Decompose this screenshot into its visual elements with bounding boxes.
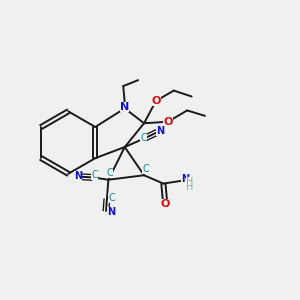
Text: H: H (186, 182, 194, 192)
Text: N: N (107, 207, 115, 217)
Text: H: H (186, 177, 194, 187)
Text: N: N (156, 126, 164, 136)
Text: C: C (142, 164, 149, 174)
Text: C: C (91, 170, 98, 180)
Text: N: N (120, 102, 129, 112)
Text: O: O (160, 199, 170, 209)
Text: N: N (181, 174, 189, 184)
Text: C: C (140, 133, 147, 142)
Text: C: C (108, 193, 115, 203)
Text: O: O (151, 96, 160, 106)
Text: C: C (106, 168, 113, 178)
Text: N: N (74, 171, 82, 181)
Text: O: O (163, 117, 172, 127)
